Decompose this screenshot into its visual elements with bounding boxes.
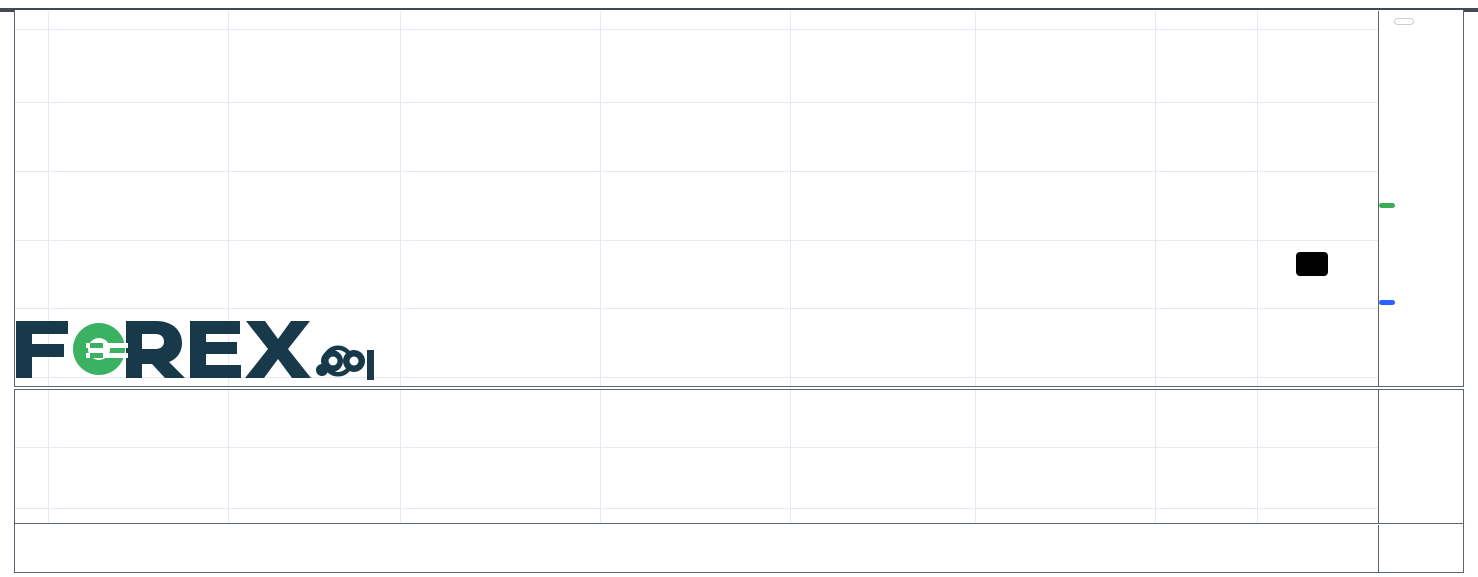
gridline-horizontal <box>15 29 1378 30</box>
tooltip-time <box>1296 272 1328 276</box>
macd-indicator-panel[interactable] <box>14 389 1464 524</box>
time-axis-separator <box>1378 525 1379 573</box>
gridline-vertical <box>48 11 49 386</box>
gridline-vertical <box>228 390 229 523</box>
macd-plot-area[interactable] <box>15 390 1378 523</box>
gridline-vertical <box>975 11 976 386</box>
gridline-vertical <box>1257 11 1258 386</box>
price-plot-area[interactable] <box>15 11 1378 386</box>
gridline-horizontal <box>15 240 1378 241</box>
price-tooltip <box>1296 252 1328 276</box>
macd-series-svg <box>15 390 1378 523</box>
gridline-horizontal <box>15 102 1378 103</box>
gridline-horizontal <box>15 508 1378 509</box>
gridline-vertical <box>600 11 601 386</box>
gridline-vertical <box>790 390 791 523</box>
gridline-vertical <box>1257 390 1258 523</box>
gridline-vertical <box>600 390 601 523</box>
gridline-vertical <box>400 11 401 386</box>
time-axis-panel[interactable] <box>14 524 1464 573</box>
macd-axis-separator <box>1378 390 1379 524</box>
price-axis-separator <box>1378 11 1379 387</box>
forex-dot-com-logo <box>16 321 374 380</box>
gridline-vertical <box>1155 390 1156 523</box>
gridline-vertical <box>400 390 401 523</box>
gridline-vertical <box>975 390 976 523</box>
price-badge-high <box>1379 203 1395 208</box>
price-badge-low <box>1379 300 1395 305</box>
gridline-vertical <box>1155 11 1156 386</box>
gridline-vertical <box>48 390 49 523</box>
gridline-horizontal <box>15 308 1378 309</box>
gridline-horizontal <box>15 377 1378 378</box>
gridline-vertical <box>790 11 791 386</box>
currency-chip-cad[interactable] <box>1394 18 1414 25</box>
gridline-horizontal <box>15 171 1378 172</box>
gridline-vertical <box>228 11 229 386</box>
gridline-horizontal <box>15 447 1378 448</box>
